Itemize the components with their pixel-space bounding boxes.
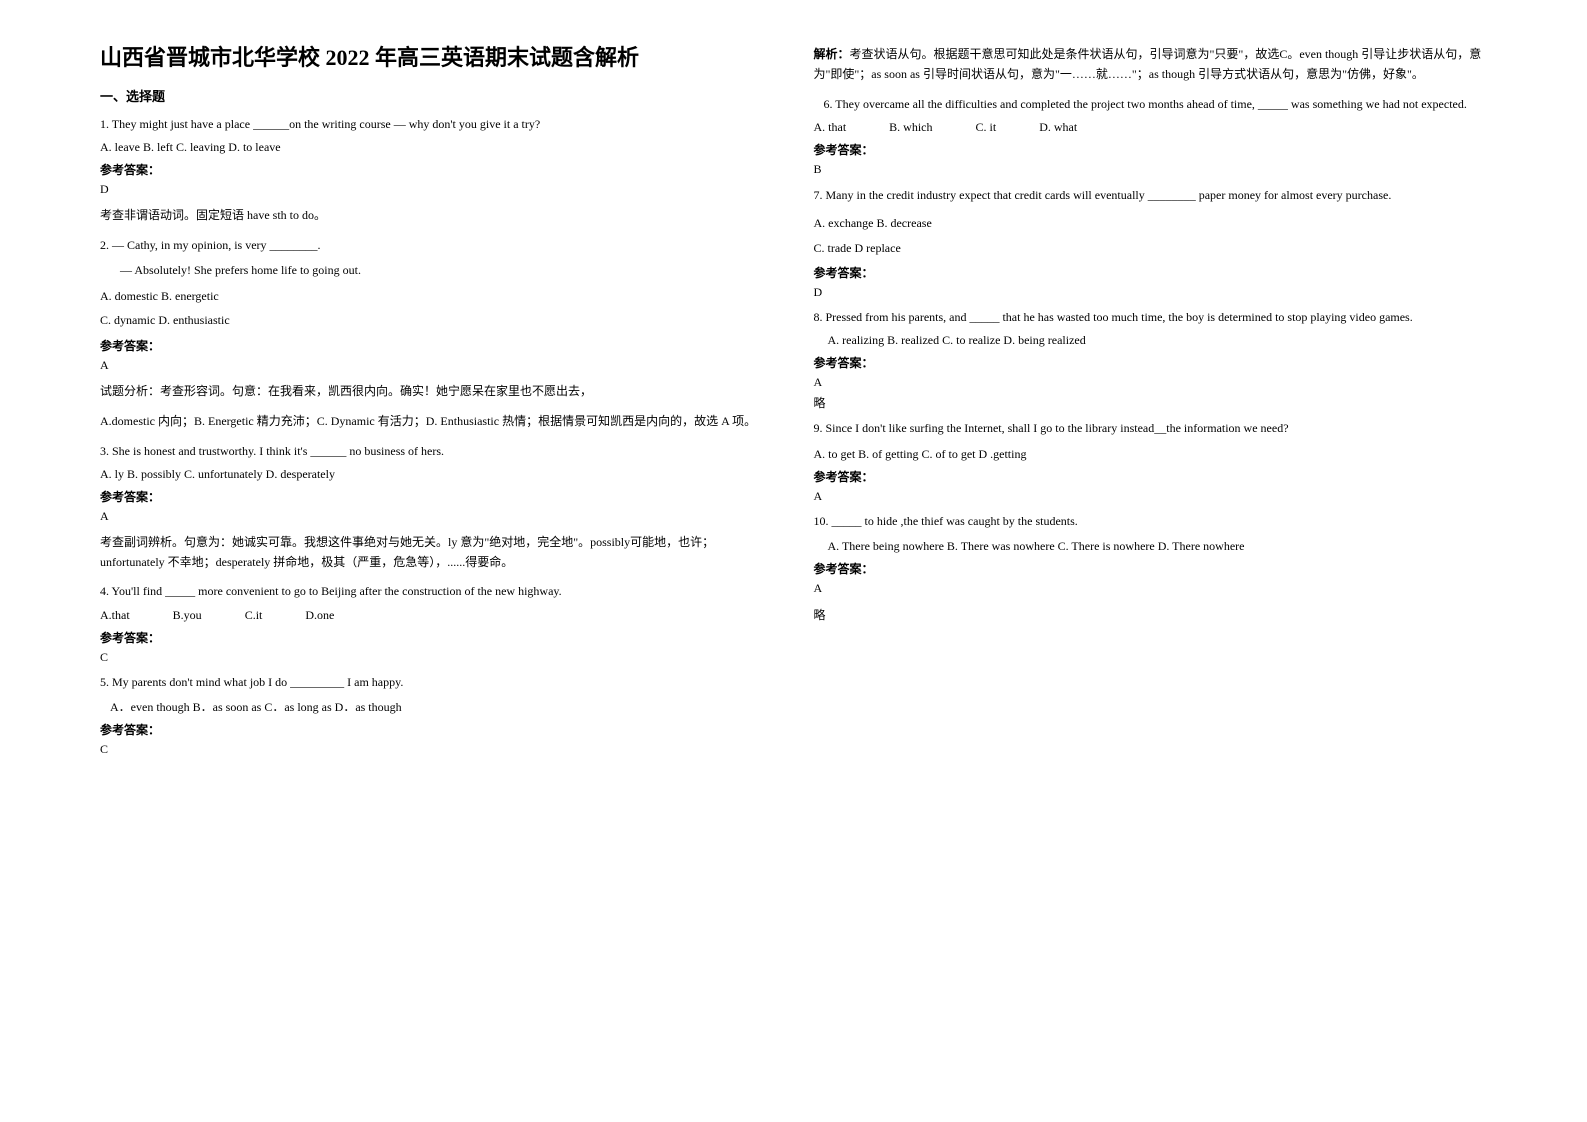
q2-answer-label: 参考答案： — [100, 337, 774, 354]
q3-explanation: 考查副词辨析。句意为：她诚实可靠。我想这件事绝对与她无关。ly 意为"绝对地，完… — [100, 532, 774, 573]
q4-opt-c: C.it — [245, 608, 263, 622]
q5-answer-label: 参考答案： — [100, 721, 774, 738]
q2-options-1: A. domestic B. energetic — [100, 286, 774, 306]
q8-stem: 8. Pressed from his parents, and _____ t… — [814, 308, 1488, 327]
q6-options: A. that B. which C. it D. what — [814, 120, 1488, 135]
q9-answer-label: 参考答案： — [814, 468, 1488, 485]
q7-options-2: C. trade D replace — [814, 238, 1488, 258]
q7-answer: D — [814, 285, 1488, 300]
q6-opt-b: B. which — [889, 120, 932, 134]
q5-explanation: 解析：考查状语从句。根据题干意思可知此处是条件状语从句，引导词意为"只要"，故选… — [814, 44, 1488, 85]
q4-opt-b: B.you — [173, 608, 202, 622]
q1-answer-label: 参考答案： — [100, 161, 774, 178]
q6-opt-d: D. what — [1039, 120, 1077, 134]
q2-answer: A — [100, 358, 774, 373]
q5-explanation-text: 考查状语从句。根据题干意思可知此处是条件状语从句，引导词意为"只要"，故选C。e… — [814, 47, 1482, 81]
q4-opt-a: A.that — [100, 608, 130, 622]
q1-explanation: 考查非谓语动词。固定短语 have sth to do。 — [100, 205, 774, 225]
q1-answer: D — [100, 182, 774, 197]
q1-stem: 1. They might just have a place ______on… — [100, 115, 774, 134]
q7-options-1: A. exchange B. decrease — [814, 213, 1488, 233]
q3-stem: 3. She is honest and trustworthy. I thin… — [100, 442, 774, 461]
q4-answer: C — [100, 650, 774, 665]
q3-answer-label: 参考答案： — [100, 488, 774, 505]
q8-options: A. realizing B. realized C. to realize D… — [814, 333, 1488, 348]
q10-answer: A — [814, 581, 1488, 596]
q2-explanation-2: A.domestic 内向；B. Energetic 精力充沛；C. Dynam… — [100, 411, 774, 431]
q3-options: A. ly B. possibly C. unfortunately D. de… — [100, 467, 774, 482]
right-column: 解析：考查状语从句。根据题干意思可知此处是条件状语从句，引导词意为"只要"，故选… — [814, 40, 1488, 765]
q9-stem: 9. Since I don't like surfing the Intern… — [814, 419, 1488, 438]
q10-answer-label: 参考答案： — [814, 560, 1488, 577]
q2-stem-1: 2. — Cathy, in my opinion, is very _____… — [100, 236, 774, 255]
q8-note: 略 — [814, 394, 1488, 411]
q2-options-2: C. dynamic D. enthusiastic — [100, 310, 774, 330]
q8-answer: A — [814, 375, 1488, 390]
q4-opt-d: D.one — [305, 608, 334, 622]
q10-stem: 10. _____ to hide ,the thief was caught … — [814, 512, 1488, 531]
q8-answer-label: 参考答案： — [814, 354, 1488, 371]
q6-opt-c: C. it — [976, 120, 997, 134]
q10-options: A. There being nowhere B. There was nowh… — [814, 539, 1488, 554]
q6-answer: B — [814, 162, 1488, 177]
q5-answer: C — [100, 742, 774, 757]
q7-stem: 7. Many in the credit industry expect th… — [814, 185, 1488, 205]
q2-explanation-1: 试题分析：考查形容词。句意：在我看来，凯西很内向。确实！她宁愿呆在家里也不愿出去… — [100, 381, 774, 401]
q7-answer-label: 参考答案： — [814, 264, 1488, 281]
q10-note: 略 — [814, 606, 1488, 623]
q6-stem: 6. They overcame all the difficulties an… — [814, 95, 1488, 114]
q6-opt-a: A. that — [814, 120, 847, 134]
q4-answer-label: 参考答案： — [100, 629, 774, 646]
q5-options: A．even though B．as soon as C．as long as … — [100, 698, 774, 715]
q6-answer-label: 参考答案： — [814, 141, 1488, 158]
q4-options: A.that B.you C.it D.one — [100, 608, 774, 623]
q3-answer: A — [100, 509, 774, 524]
q4-stem: 4. You'll find _____ more convenient to … — [100, 582, 774, 601]
q9-answer: A — [814, 489, 1488, 504]
left-column: 山西省晋城市北华学校 2022 年高三英语期末试题含解析 一、选择题 1. Th… — [100, 40, 774, 765]
q9-options: A. to get B. of getting C. of to get D .… — [814, 447, 1488, 462]
q5-stem: 5. My parents don't mind what job I do _… — [100, 673, 774, 692]
section-heading: 一、选择题 — [100, 86, 774, 105]
q2-stem-2: — Absolutely! She prefers home life to g… — [100, 261, 774, 280]
q5-explanation-label: 解析： — [814, 47, 850, 61]
page-title: 山西省晋城市北华学校 2022 年高三英语期末试题含解析 — [100, 40, 774, 72]
q1-options: A. leave B. left C. leaving D. to leave — [100, 140, 774, 155]
